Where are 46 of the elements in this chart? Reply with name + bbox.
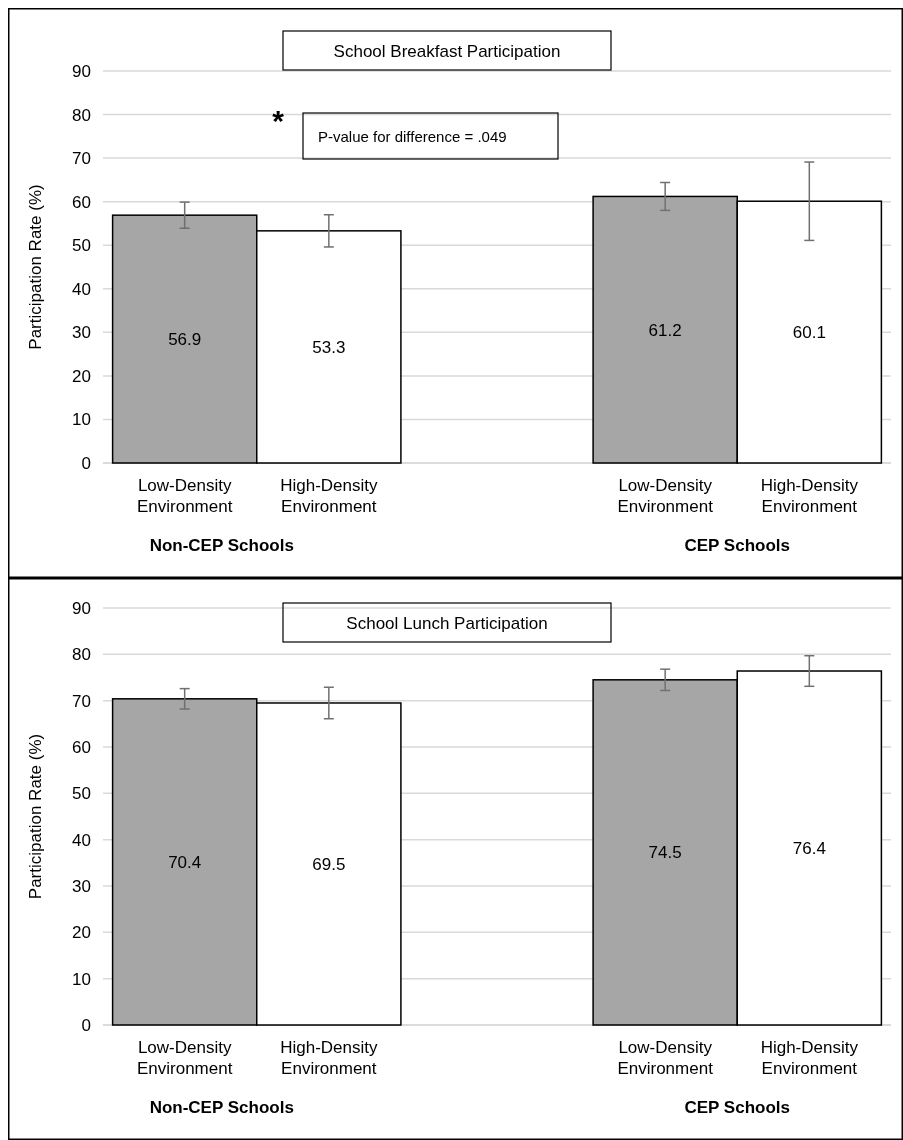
text: Low-Density Environment [617,1038,713,1078]
y-tick-label: 70 [72,691,91,711]
y-tick-label: 60 [72,192,91,212]
y-tick-label: 30 [72,877,91,896]
y-tick-label: 90 [72,62,91,81]
y-tick-label: 80 [72,105,91,125]
data-label: 74.5 [648,843,682,863]
y-tick-label: 30 [72,323,91,343]
x-tick-label: Non-CEP Schools [149,536,294,555]
y-tick-label: 10 [72,410,91,430]
data-label: 60.1 [792,323,826,343]
y-tick-label: 50 [72,236,91,256]
y-tick-label: 10 [72,969,91,989]
x-tick-label: CEP Schools [684,536,790,555]
y-tick-label: 60 [72,738,91,757]
series-label: Low-Density Environment [136,1038,233,1078]
series-label: High-Density Environment [280,476,378,516]
text: Low-Density Environment [617,476,713,516]
data-label: 70.4 [168,852,202,872]
data-label: 56.9 [168,330,202,350]
text: High-Density Environment [760,1038,858,1078]
data-label: 69.5 [312,854,346,874]
data-label: 53.3 [312,337,346,357]
y-axis-title: Participation Rate (%) [26,733,45,900]
annotation: * [272,104,285,137]
y-tick-label: 40 [72,279,91,299]
y-tick-label: 0 [81,454,91,473]
annotation: P-value for difference = .049 [318,128,507,145]
y-tick-label: 90 [72,599,91,618]
y-tick-label: 50 [72,784,91,804]
y-tick-label: 20 [72,923,91,943]
y-tick-label: 0 [81,1016,91,1035]
chart-title: School Lunch Participation [346,614,548,633]
text: High-Density Environment [760,476,858,516]
y-tick-label: 80 [72,645,91,665]
y-tick-label: 70 [72,149,91,169]
data-label: 61.2 [648,320,682,340]
data-label: 76.4 [792,839,826,859]
y-axis-title: Participation Rate (%) [26,184,45,350]
chart-title: School Breakfast Participation [333,42,561,61]
y-tick-label: 20 [72,366,91,386]
x-tick-label: Non-CEP Schools [149,1098,294,1117]
series-label: High-Density Environment [280,1038,378,1078]
series-label: Low-Density Environment [136,476,233,516]
x-tick-label: CEP Schools [684,1098,790,1117]
y-tick-label: 40 [72,830,91,850]
